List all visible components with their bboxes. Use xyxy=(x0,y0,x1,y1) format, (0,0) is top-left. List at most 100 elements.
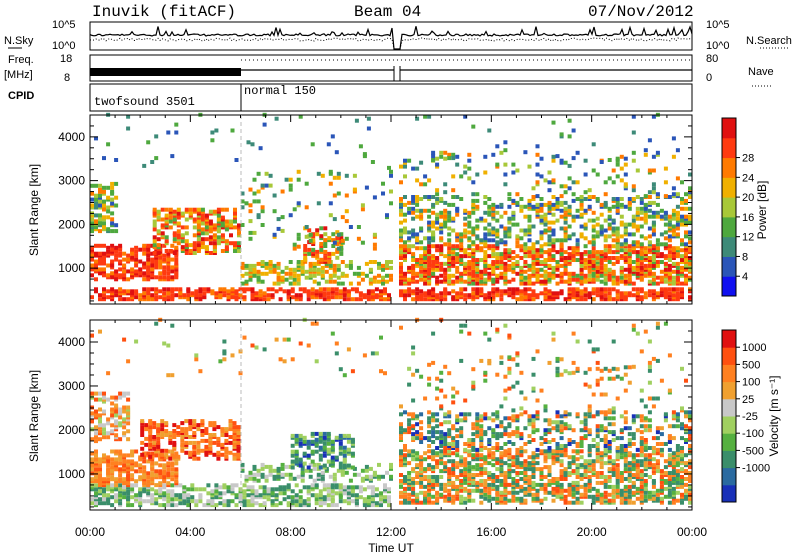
heatmap-cell xyxy=(563,220,568,225)
heatmap-cell xyxy=(623,273,628,278)
heatmap-cell xyxy=(214,483,219,488)
heatmap-cell xyxy=(336,275,341,280)
heatmap-cell xyxy=(204,438,209,443)
heatmap-cell xyxy=(192,444,197,449)
heatmap-cell xyxy=(631,218,636,223)
heatmap-cell xyxy=(559,158,564,163)
heatmap-cell xyxy=(399,250,403,255)
heatmap-cell xyxy=(156,209,161,214)
heatmap-cell xyxy=(278,491,283,496)
heatmap-cell xyxy=(266,287,271,292)
heatmap-cell xyxy=(240,462,245,467)
heatmap-cell xyxy=(647,240,652,245)
heatmap-cell xyxy=(236,425,241,430)
heatmap-cell xyxy=(575,490,580,495)
heatmap-cell xyxy=(134,469,139,474)
heatmap-cell xyxy=(256,468,261,473)
heatmap-cell xyxy=(326,497,331,502)
heatmap-cell xyxy=(315,232,320,237)
heatmap-cell xyxy=(567,246,572,251)
heatmap-cell xyxy=(352,271,357,276)
heatmap-cell xyxy=(451,174,456,179)
heatmap-cell xyxy=(170,477,175,482)
heatmap-cell xyxy=(411,486,416,491)
heatmap-cell xyxy=(551,202,556,207)
heatmap-cell xyxy=(447,471,452,475)
heatmap-cell xyxy=(154,473,159,478)
heatmap-cell xyxy=(639,287,644,292)
heatmap-cell xyxy=(587,459,592,464)
heatmap-cell xyxy=(192,217,197,222)
heatmap-cell xyxy=(559,463,564,468)
heatmap-cell xyxy=(290,287,295,292)
heatmap-cell xyxy=(475,457,480,462)
heatmap-cell xyxy=(322,501,327,506)
heatmap-cell xyxy=(527,250,532,255)
heatmap-cell xyxy=(262,501,267,506)
heatmap-cell xyxy=(362,293,367,298)
heatmap-cell xyxy=(443,297,448,302)
heatmap-cell xyxy=(184,440,189,445)
heatmap-cell xyxy=(248,470,253,475)
heatmap-cell xyxy=(627,200,632,205)
heatmap-cell xyxy=(403,212,407,217)
heatmap-cell xyxy=(407,200,412,205)
heatmap-cell xyxy=(675,210,680,215)
heatmap-cell xyxy=(389,169,393,174)
heatmap-cell xyxy=(647,234,652,239)
heatmap-cell xyxy=(318,465,323,470)
heatmap-cell xyxy=(134,257,139,262)
heatmap-cell xyxy=(122,409,127,414)
heatmap-cell xyxy=(579,202,584,207)
heatmap-cell xyxy=(350,437,355,442)
heatmap-cell xyxy=(539,156,544,161)
heatmap-cell xyxy=(655,238,660,243)
heatmap-cell xyxy=(631,197,636,201)
heatmap-cell xyxy=(591,277,596,282)
heatmap-cell xyxy=(319,226,324,231)
heatmap-cell xyxy=(688,172,692,177)
heatmap-cell xyxy=(142,243,147,248)
heatmap-cell xyxy=(272,468,277,473)
heatmap-cell xyxy=(350,287,355,292)
heatmap-cell xyxy=(523,490,528,495)
heatmap-cell xyxy=(479,246,484,251)
heatmap-cell xyxy=(118,473,123,478)
heatmap-cell xyxy=(599,202,604,207)
heatmap-cell xyxy=(98,213,102,218)
heatmap-cell xyxy=(256,478,261,483)
heatmap-cell xyxy=(288,472,293,477)
heatmap-cell xyxy=(563,184,568,189)
heatmap-cell xyxy=(647,168,652,173)
heatmap-cell xyxy=(348,260,353,264)
heatmap-cell xyxy=(202,487,207,492)
heatmap-cell xyxy=(427,195,432,199)
heatmap-cell xyxy=(607,222,612,227)
heatmap-cell xyxy=(611,218,616,223)
heatmap-cell xyxy=(332,476,337,481)
heatmap-cell xyxy=(459,277,464,282)
heatmap-cell xyxy=(94,213,98,218)
heatmap-cell xyxy=(348,478,353,483)
heatmap-cell xyxy=(250,503,255,508)
heatmap-cell xyxy=(423,246,428,251)
heatmap-cell xyxy=(531,475,536,479)
heatmap-cell xyxy=(296,277,301,282)
heatmap-cell xyxy=(423,475,428,479)
heatmap-cell xyxy=(294,433,299,438)
heatmap-cell xyxy=(184,243,189,248)
heatmap-cell xyxy=(547,469,552,474)
heatmap-cell xyxy=(312,462,317,467)
heatmap-cell xyxy=(222,503,227,508)
heatmap-cell xyxy=(200,227,205,232)
heatmap-cell xyxy=(146,243,151,248)
heatmap-cell xyxy=(276,281,281,286)
heatmap-cell xyxy=(571,192,576,197)
heatmap-cell xyxy=(264,474,269,479)
heatmap-cell xyxy=(467,210,472,215)
heatmap-cell xyxy=(248,203,253,208)
heatmap-cell xyxy=(463,480,468,485)
heatmap-cell xyxy=(130,289,135,294)
heatmap-cell xyxy=(583,244,588,249)
heatmap-cell xyxy=(208,251,213,255)
